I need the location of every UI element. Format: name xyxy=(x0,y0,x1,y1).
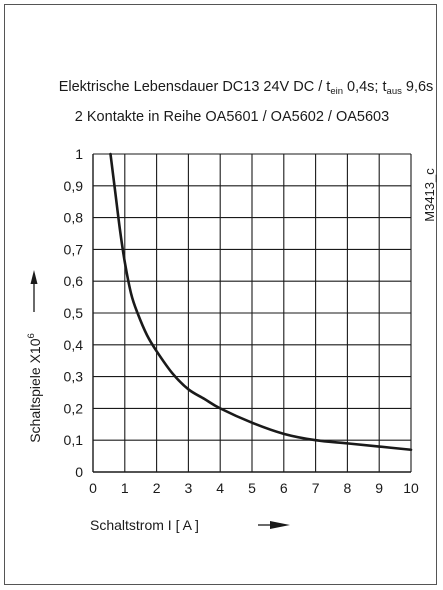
x-tick-label: 8 xyxy=(344,480,352,496)
plot-area: 0 1 2 3 4 5 6 7 8 9 10 0 0,1 0,2 0,3 0,4 0,5 0,6 0,7 0,8 0,9… xyxy=(64,146,419,496)
chart-title-line2: 2 Kontakte in Reihe OA5601 / OA5602 / OA… xyxy=(75,109,389,125)
x-tick-label: 9 xyxy=(375,480,383,496)
y-tick-label: 0,3 xyxy=(64,369,84,385)
y-tick-label: 0,1 xyxy=(64,432,84,448)
x-tick-label: 6 xyxy=(280,480,288,496)
x-tick-label: 10 xyxy=(403,480,419,496)
x-tick-label: 1 xyxy=(121,480,129,496)
x-axis-arrow-head xyxy=(270,521,290,529)
x-tick-label: 2 xyxy=(153,480,161,496)
y-tick-label: 0,7 xyxy=(64,241,84,257)
y-tick-label: 0,2 xyxy=(64,400,84,416)
y-axis-label-group: Schaltspiele X106 xyxy=(26,270,43,443)
y-tick-label: 0,8 xyxy=(64,210,84,226)
y-tick-label: 0,5 xyxy=(64,305,84,321)
y-axis-arrow-head xyxy=(30,270,38,284)
x-tick-label: 5 xyxy=(248,480,256,496)
y-tick-label: 0,4 xyxy=(64,337,84,353)
y-tick-label: 0,6 xyxy=(64,273,84,289)
series-line xyxy=(109,152,413,452)
y-tick-label: 0,9 xyxy=(64,178,84,194)
chart-title-line1: Elektrische Lebensdauer DC13 24V DC / te… xyxy=(59,79,434,97)
x-tick-label: 3 xyxy=(185,480,193,496)
figure-code: M3413_c xyxy=(422,168,437,222)
y-axis-label: Schaltspiele X106 xyxy=(26,333,43,443)
y-tick-label: 1 xyxy=(75,146,83,162)
x-axis-label-group: Schaltstrom I [ A ] xyxy=(90,517,290,533)
x-tick-label: 0 xyxy=(89,480,97,496)
x-tick-label: 7 xyxy=(312,480,320,496)
x-tick-label: 4 xyxy=(216,480,224,496)
x-axis-label: Schaltstrom I [ A ] xyxy=(90,517,199,533)
y-tick-label: 0 xyxy=(75,464,83,480)
